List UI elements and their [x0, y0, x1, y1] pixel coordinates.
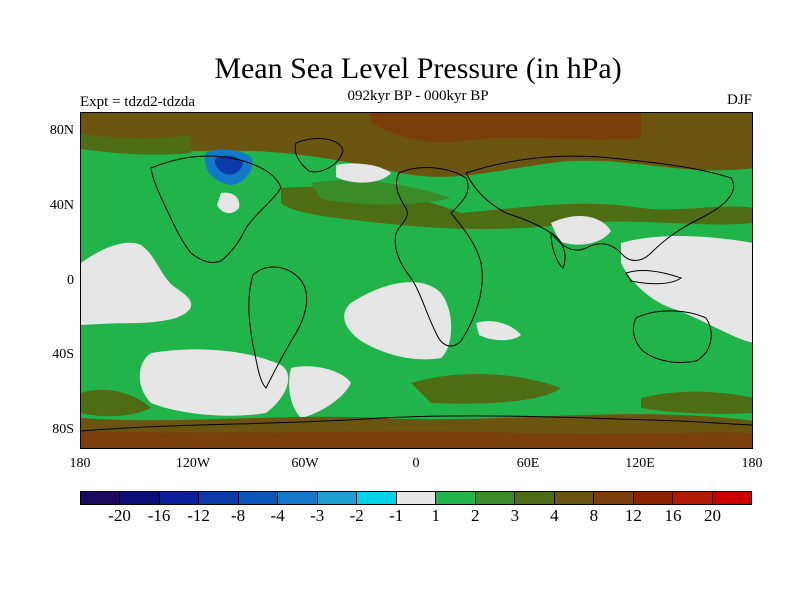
lon-label-60w: 60W	[291, 456, 319, 471]
colorbar-tick-label: 4	[550, 506, 559, 525]
colorbar-swatch	[357, 492, 397, 504]
atlantic-white-patch	[336, 163, 391, 183]
colorbar-tick-label: 3	[510, 506, 520, 525]
south-olive-indian	[411, 373, 561, 404]
arctic-max-field	[371, 113, 641, 143]
canada-min-field	[214, 155, 243, 175]
lon-label-180e: 180	[741, 456, 763, 471]
pressure-map	[80, 112, 753, 449]
usa-white-patch	[217, 192, 240, 214]
colorbar-tick-label: 12	[624, 506, 642, 525]
colorbar-swatch	[159, 492, 200, 504]
lon-label-180w: 180	[69, 456, 91, 471]
colorbar-swatch	[238, 492, 279, 504]
colorbar-tick-label: -4	[270, 506, 285, 525]
colorbar-tick-label: -2	[349, 506, 364, 525]
colorbar-tick-label: -12	[187, 506, 210, 525]
colorbar-tick-label: -8	[231, 506, 246, 525]
colorbar-tick-label: 2	[471, 506, 480, 525]
lon-label-120e: 120E	[625, 456, 655, 471]
colorbar-swatch	[278, 492, 318, 504]
colorbar-swatch	[712, 492, 751, 504]
colorbar-tick-label: 8	[589, 506, 599, 525]
chart-subtitle: 092kyr BP - 000kyr BP	[347, 88, 489, 104]
madagascar-white	[476, 321, 521, 341]
colorbar-tick-label: -3	[310, 506, 325, 525]
lat-label-40s: 40S	[52, 347, 74, 362]
south-atlantic-white	[344, 282, 452, 360]
colorbar-tick-label: -1	[389, 506, 404, 525]
north-pacific-olive	[81, 133, 191, 155]
west-pacific-white	[621, 236, 752, 343]
chart-title: Mean Sea Level Pressure (in hPa)	[214, 52, 622, 85]
colorbar-swatch	[633, 492, 674, 504]
colorbar-tick-label: 16	[664, 506, 682, 525]
atlantic-green	[311, 180, 451, 205]
coastlines	[81, 138, 752, 432]
colorbar	[80, 491, 752, 505]
lon-label-60e: 60E	[516, 456, 540, 471]
lon-label-120w: 120W	[175, 456, 211, 471]
colorbar-swatch	[199, 492, 239, 504]
colorbar-swatch	[475, 492, 516, 504]
colorbar-swatch	[317, 492, 358, 504]
colorbar-tick-label: 1	[431, 506, 441, 525]
season-label: DJF	[726, 92, 752, 108]
lat-label-0: 0	[67, 273, 74, 288]
lat-label-80n: 80N	[49, 123, 74, 138]
colorbar-swatch	[436, 492, 476, 504]
map-canvas	[81, 113, 752, 448]
india-white-patch	[551, 216, 611, 245]
colorbar-swatch	[81, 492, 121, 504]
colorbar-swatch	[594, 492, 634, 504]
south-olive-west	[81, 389, 151, 417]
colorbar-tick-label: 20	[703, 506, 721, 525]
colorbar-swatch	[120, 492, 160, 504]
colorbar-tick-label: -16	[147, 506, 171, 525]
colorbar-swatch	[396, 492, 437, 504]
south-pacific-white	[139, 349, 289, 416]
experiment-label: Expt = tdzd2-tdzda	[80, 94, 196, 110]
colorbar-tick-label: -20	[108, 506, 131, 525]
colorbar-swatch	[554, 492, 595, 504]
colorbar-swatch	[515, 492, 555, 504]
colorbar-swatch	[673, 492, 713, 504]
lat-label-80s: 80S	[52, 422, 74, 437]
lon-label-0: 0	[412, 456, 420, 471]
lat-label-40n: 40N	[49, 198, 74, 213]
